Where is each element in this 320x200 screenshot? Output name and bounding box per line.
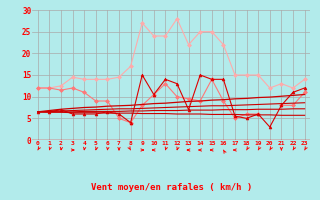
Text: Vent moyen/en rafales ( km/h ): Vent moyen/en rafales ( km/h ): [91, 183, 252, 192]
